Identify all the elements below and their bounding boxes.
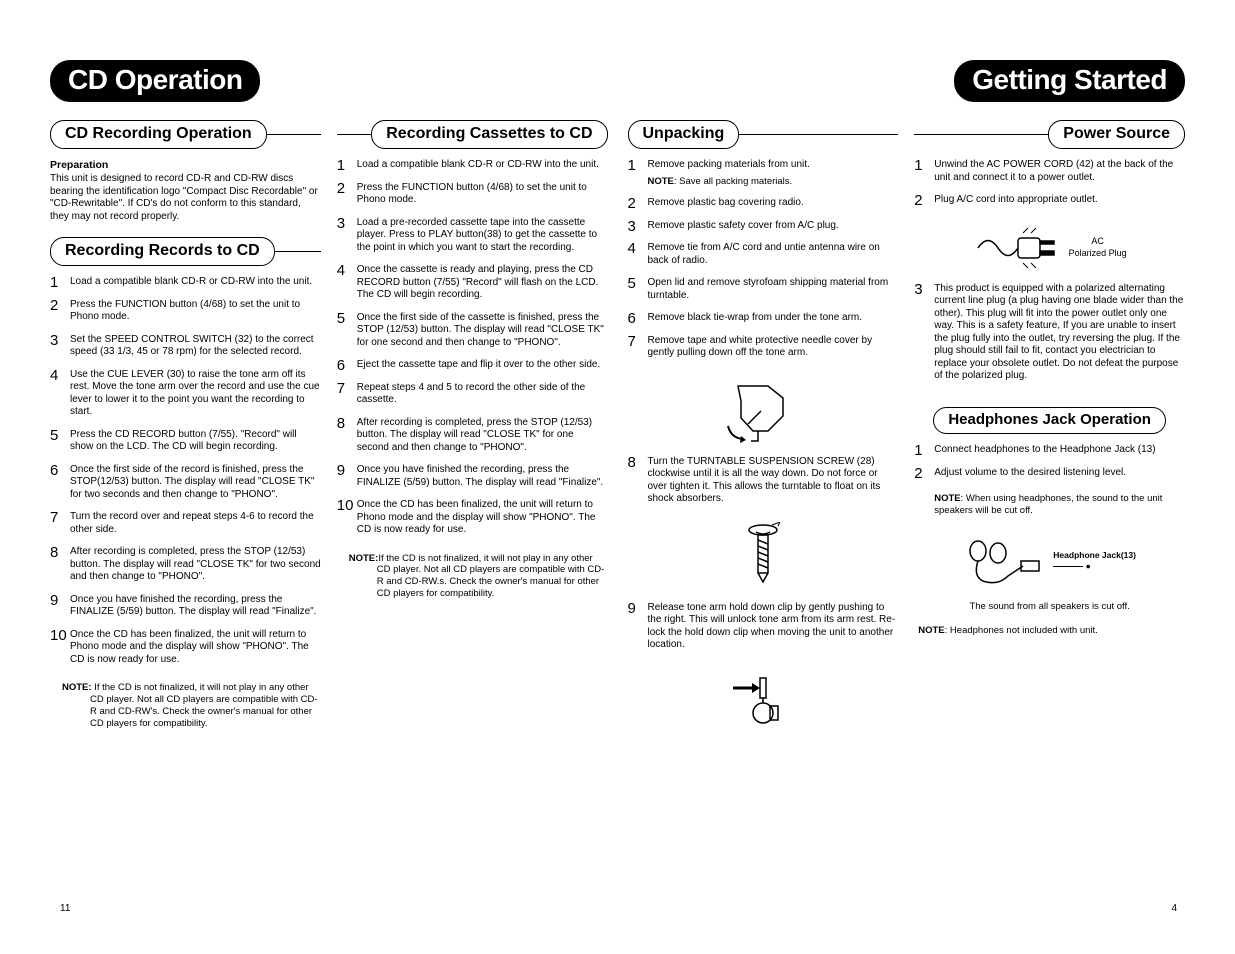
section-headphones: Headphones Jack Operation — [933, 407, 1166, 435]
note-label: NOTE: — [62, 682, 92, 693]
list-item: Remove packing materials from unit. NOTE… — [628, 159, 899, 187]
plug-label-1: AC — [1091, 236, 1104, 246]
headphone-steps: Connect headphones to the Headphone Jack… — [914, 444, 1185, 489]
jack-label: Headphone Jack(13) ● — [1053, 550, 1136, 571]
list-item: Plug A/C cord into appropriate outlet. — [914, 194, 1185, 207]
list-item: Press the CD RECORD button (7/55). "Reco… — [50, 429, 321, 454]
left-col-a: CD Recording Operation Preparation This … — [50, 120, 321, 914]
note-label: NOTE — [934, 493, 960, 504]
page-number-left: 11 — [60, 903, 70, 914]
section-cd-recording-op: CD Recording Operation — [50, 120, 267, 149]
cassette-steps: Load a compatible blank CD-R or CD-RW in… — [337, 159, 608, 547]
plug-illustration: AC Polarized Plug — [914, 223, 1185, 273]
note-body: If the CD is not finalized, it will not … — [377, 553, 605, 600]
list-item: Release tone arm hold down clip by gentl… — [628, 602, 899, 652]
clip-illustration — [628, 668, 899, 738]
list-item: Once the cassette is ready and playing, … — [337, 264, 608, 302]
headphone-illustration: Headphone Jack(13) ● — [914, 531, 1185, 591]
list-item: Set the SPEED CONTROL SWITCH (32) to the… — [50, 334, 321, 359]
list-item: Open lid and remove styrofoam shipping m… — [628, 277, 899, 302]
list-item: Press the FUNCTION button (4/68) to set … — [50, 299, 321, 324]
left-page: CD Operation CD Recording Operation Prep… — [50, 60, 608, 914]
list-item: Once the CD has been finalized, the unit… — [337, 499, 608, 537]
section-power-source: Power Source — [1048, 120, 1185, 149]
right-col-a: Unpacking Remove packing materials from … — [628, 120, 899, 914]
step-note: NOTE: Save all packing materials. — [648, 176, 899, 188]
unpacking-steps-cont: Turn the TURNTABLE SUSPENSION SCREW (28)… — [628, 456, 899, 516]
unpacking-steps: Remove packing materials from unit. NOTE… — [628, 159, 899, 370]
preparation-head: Preparation — [50, 159, 321, 172]
step-text: Remove packing materials from unit. — [648, 159, 810, 170]
list-item: Adjust volume to the desired listening l… — [914, 467, 1185, 480]
preparation-body: This unit is designed to record CD-R and… — [50, 173, 321, 223]
list-item: Eject the cassette tape and flip it over… — [337, 359, 608, 372]
left-col-b: Recording Cassettes to CD Load a compati… — [337, 120, 608, 914]
cassette-note: NOTE:If the CD is not finalized, it will… — [337, 553, 608, 601]
list-item: Remove tape and white protective needle … — [628, 335, 899, 360]
list-item: Turn the record over and repeat steps 4-… — [50, 511, 321, 536]
right-col-b: Power Source Unwind the AC POWER CORD (4… — [914, 120, 1185, 914]
right-page: Getting Started Unpacking Remove packing… — [628, 60, 1186, 914]
screw-illustration — [628, 522, 899, 592]
list-item: Remove plastic bag covering radio. — [628, 197, 899, 210]
section-cassettes-to-cd: Recording Cassettes to CD — [371, 120, 607, 149]
list-item: Unwind the AC POWER CORD (42) at the bac… — [914, 159, 1185, 184]
list-item: Load a compatible blank CD-R or CD-RW in… — [50, 276, 321, 289]
page-title-left: CD Operation — [50, 60, 260, 102]
list-item: Repeat steps 4 and 5 to record the other… — [337, 382, 608, 407]
unpacking-steps-cont2: Release tone arm hold down clip by gentl… — [628, 602, 899, 662]
records-steps: Load a compatible blank CD-R or CD-RW in… — [50, 276, 321, 676]
list-item: Once you have finished the recording, pr… — [50, 594, 321, 619]
list-item: After recording is completed, press the … — [50, 546, 321, 584]
list-item: Once the first side of the record is fin… — [50, 464, 321, 502]
list-item: Connect headphones to the Headphone Jack… — [914, 444, 1185, 457]
note-label: NOTE: — [349, 553, 379, 564]
list-item: Press the FUNCTION button (4/68) to set … — [337, 182, 608, 207]
note-label: NOTE — [648, 176, 674, 187]
list-item: Once the CD has been finalized, the unit… — [50, 629, 321, 667]
list-item: Once the first side of the cassette is f… — [337, 312, 608, 350]
records-note: NOTE: If the CD is not finalized, it wil… — [50, 682, 321, 730]
plug-label: AC Polarized Plug — [1069, 236, 1127, 259]
page-title-right: Getting Started — [954, 60, 1185, 102]
headphone-note-2: NOTE: Headphones not included with unit. — [914, 625, 1185, 637]
power-steps: Unwind the AC POWER CORD (42) at the bac… — [914, 159, 1185, 217]
list-item: Turn the TURNTABLE SUSPENSION SCREW (28)… — [628, 456, 899, 506]
list-item: Remove plastic safety cover from A/C plu… — [628, 220, 899, 233]
headphone-note: NOTE: When using headphones, the sound t… — [914, 493, 1185, 517]
list-item: Use the CUE LEVER (30) to raise the tone… — [50, 369, 321, 419]
list-item: Remove tie from A/C cord and untie anten… — [628, 242, 899, 267]
plug-label-2: Polarized Plug — [1069, 248, 1127, 258]
page-number-right: 4 — [1171, 903, 1177, 914]
list-item: Load a compatible blank CD-R or CD-RW in… — [337, 159, 608, 172]
note-body: : Headphones not included with unit. — [945, 625, 1098, 636]
tonearm-illustration — [628, 376, 899, 446]
note-body: If the CD is not finalized, it will not … — [90, 682, 318, 729]
list-item: This product is equipped with a polarize… — [914, 283, 1185, 383]
list-item: Load a pre-recorded cassette tape into t… — [337, 217, 608, 255]
list-item: Once you have finished the recording, pr… — [337, 464, 608, 489]
headphone-caption: The sound from all speakers is cut off. — [914, 601, 1185, 613]
power-steps-cont: This product is equipped with a polarize… — [914, 283, 1185, 393]
note-body: : Save all packing materials. — [674, 176, 792, 187]
list-item: Remove black tie-wrap from under the ton… — [628, 312, 899, 325]
note-body: : When using headphones, the sound to th… — [934, 493, 1162, 516]
list-item: After recording is completed, press the … — [337, 417, 608, 455]
note-label: NOTE — [918, 625, 944, 636]
section-records-to-cd: Recording Records to CD — [50, 237, 275, 266]
section-unpacking: Unpacking — [628, 120, 740, 149]
